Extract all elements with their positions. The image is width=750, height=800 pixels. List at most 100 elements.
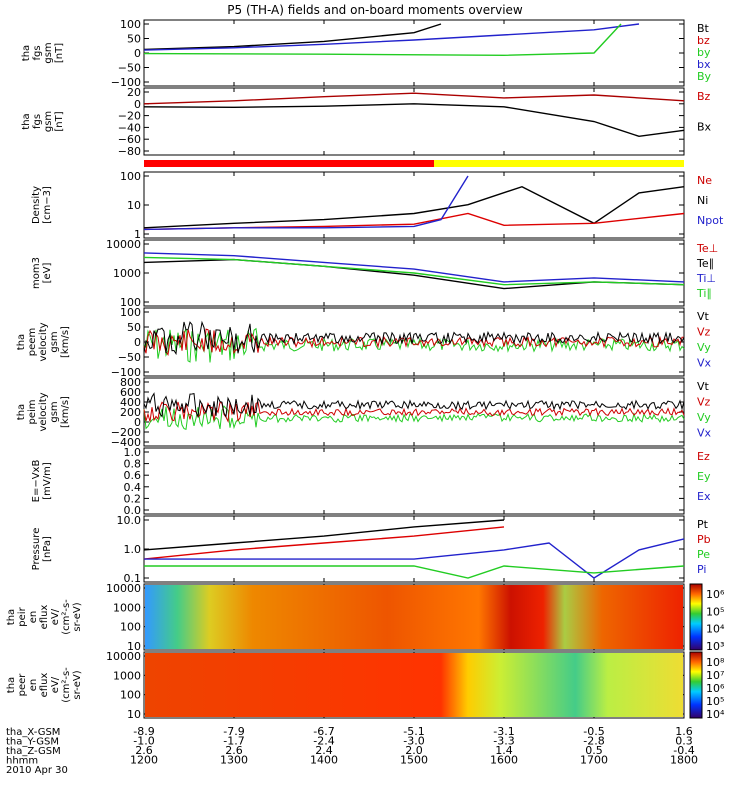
time-axis-value: -7.9	[223, 725, 244, 738]
ylabel-line: [km/s]	[60, 326, 71, 358]
panel-frame	[143, 447, 685, 515]
panel-efield: 1.00.80.60.40.20.0 E=−VxB [mV/m] Ez Ey Ex	[31, 446, 711, 517]
time-axis-row-label: 2010 Apr 30	[6, 765, 68, 776]
legend-entry: Vz	[697, 326, 711, 339]
orbit-bar-red	[144, 160, 434, 167]
ytick-label: 200	[120, 406, 141, 419]
legend-entry: Vz	[697, 396, 711, 409]
time-axis-value: -1.7	[223, 735, 244, 748]
time-axis-value: -0.5	[583, 725, 604, 738]
series-line-Npot	[143, 175, 469, 231]
series-line-Pt	[143, 519, 505, 551]
ylabel-line: gsm	[49, 331, 60, 352]
velocity-trace	[143, 401, 685, 423]
series-line-Te∥	[143, 258, 685, 290]
colorbar-tick-label: 10⁵	[706, 695, 724, 708]
time-axis-value: -2.4	[313, 735, 334, 748]
ytick-label: 1.0	[124, 543, 142, 556]
legend-entry: Ne	[697, 174, 712, 187]
ylabel-line: fgs	[32, 45, 43, 60]
time-axis-value: 1500	[400, 754, 428, 767]
ytick-label: 100	[120, 621, 141, 634]
time-axis-row-label: tha_Z-GSM	[6, 746, 61, 757]
ytick-label: 0.2	[124, 492, 142, 505]
ytick-label: −50	[118, 62, 141, 75]
velocity-trace	[143, 328, 684, 357]
series-line-Pb	[143, 526, 505, 560]
series-line-by	[143, 23, 622, 57]
ytick-label: 100	[120, 689, 141, 702]
legend-entry: Ni	[697, 194, 708, 207]
legend-entry: Pb	[697, 533, 711, 546]
colorbar-tick-label: 10⁴	[706, 708, 725, 721]
ytick-label: 10.0	[117, 514, 142, 527]
series-line-Ti∥	[143, 256, 685, 286]
legend-entry: Ez	[697, 450, 710, 463]
ylabel-line: eV/	[50, 608, 61, 625]
ytick-label: 0.6	[124, 469, 142, 482]
time-axis-value: 1800	[670, 754, 698, 767]
ylabel-line: peer	[17, 673, 28, 697]
series-line-Bx	[143, 103, 685, 138]
ytick-label: 20	[127, 86, 141, 99]
ytick-label: −20	[118, 110, 141, 123]
ylabel-line: velocity	[38, 322, 49, 361]
ytick-label: 0	[134, 336, 141, 349]
colorbar-tick-label: 10⁴	[706, 623, 725, 636]
time-axis-value: 0.3	[675, 735, 693, 748]
ylabel-line: tha	[16, 404, 27, 420]
velocity-trace	[143, 392, 685, 419]
legend-entry: Ex	[697, 490, 711, 503]
plot-title: P5 (TH-A) fields and on-board moments ov…	[227, 3, 523, 17]
ytick-label: 0.1	[124, 572, 142, 585]
time-axis-value: -3.1	[493, 725, 514, 738]
legend-entry: Ey	[697, 470, 711, 483]
panel-frame	[143, 87, 685, 156]
ytick-label: 1000	[113, 669, 141, 682]
legend-entry: Vx	[697, 427, 712, 440]
ylabel-line: tha	[21, 45, 32, 61]
ylabel-line: sr-eV)	[72, 602, 83, 631]
time-axis-value: 1.6	[675, 725, 693, 738]
ylabel-line: [km/s]	[60, 396, 71, 428]
ytick-label: 100	[120, 306, 141, 319]
ytick-label: 0	[134, 416, 141, 429]
time-axis-value: -3.0	[403, 735, 424, 748]
legend-entry: Ti⊥	[696, 272, 716, 285]
series-line-Bt	[143, 23, 442, 51]
colorbar	[689, 583, 703, 651]
ylabel-line: Pressure	[31, 528, 42, 571]
panel-density: 100 10 1 Density [cm−3] Ne Ni Npot	[31, 170, 724, 241]
series-line-Bz	[143, 92, 685, 105]
panel-fgs2: 200−20−40−60−80 tha fgs gsm [nT] Bz Bx	[21, 86, 712, 158]
panel-pressure: 10.0 1.0 0.1 Pressure [nPa] Pt Pb Pe Pi	[31, 514, 711, 585]
ytick-label: 0.4	[124, 481, 142, 494]
ylabel-line: [mV/m]	[42, 462, 53, 500]
ylabel-line: peir	[17, 606, 28, 626]
colorbar-tick-label: 10⁶	[706, 588, 725, 601]
ytick-label: 10000	[106, 238, 141, 251]
ytick-label: −400	[111, 436, 141, 449]
time-axis-value: 0.5	[585, 744, 603, 757]
ytick-label: 1	[134, 228, 141, 241]
series-line-Ni	[143, 185, 685, 229]
time-axis-value: -6.7	[313, 725, 334, 738]
series-line-Ti⊥	[143, 252, 685, 283]
ylabel-line: sr-eV)	[72, 670, 83, 699]
time-axis-value: 1400	[310, 754, 338, 767]
time-axis-value: 1700	[580, 754, 608, 767]
time-axis-value: -2.8	[583, 735, 604, 748]
time-axis-value: 1.4	[495, 744, 513, 757]
colorbar-tick-label: 10⁸	[706, 656, 725, 669]
legend-entry: bz	[697, 34, 710, 47]
ylabel-line: (cm²-s-	[61, 667, 72, 703]
ytick-label: 1000	[113, 267, 141, 280]
legend-entry: Te⊥	[696, 242, 718, 255]
ytick-label: 50	[127, 33, 141, 46]
time-axis-value: -3.3	[493, 735, 514, 748]
colorbar-tick-label: 10³	[706, 640, 724, 653]
ylabel-line: [eV]	[42, 263, 53, 284]
ytick-label: 100	[120, 296, 141, 309]
